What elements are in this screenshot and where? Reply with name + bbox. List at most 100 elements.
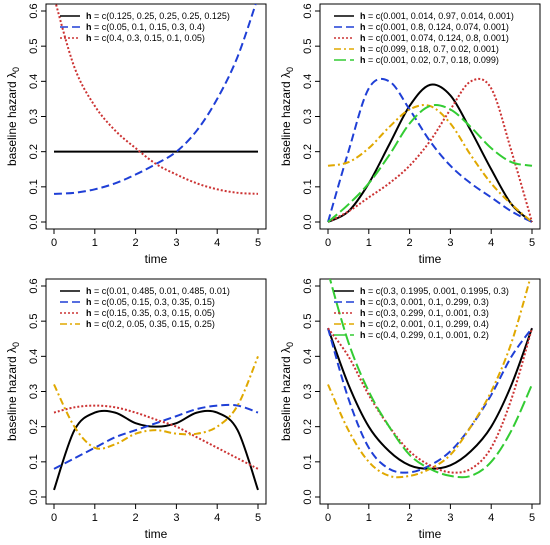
x-tick-label: 1 <box>92 512 98 524</box>
series-line-3 <box>327 327 533 474</box>
series-line-4 <box>327 104 533 223</box>
legend-entry: h = c(0.001, 0.014, 0.97, 0.014, 0.001) <box>360 11 514 21</box>
x-tick-label: 3 <box>173 512 179 524</box>
x-tick-label: 1 <box>366 512 372 524</box>
y-tick-label: 0.4 <box>28 349 40 364</box>
y-tick-label: 0.3 <box>28 109 40 124</box>
series-line-2 <box>53 4 257 195</box>
legend-entry: h = c(0.001, 0.8, 0.124, 0.074, 0.001) <box>360 22 509 32</box>
y-tick-label: 0.2 <box>28 144 40 159</box>
x-tick-label: 0 <box>51 237 57 249</box>
legend: h = c(0.3, 0.1995, 0.001, 0.1995, 0.3)h … <box>334 286 509 340</box>
x-tick-label: 3 <box>447 512 453 524</box>
y-tick-label: 0.1 <box>302 454 314 469</box>
y-axis-title: baseline hazard λ0 <box>5 342 21 441</box>
legend-entry: h = c(0.001, 0.074, 0.124, 0.8, 0.001) <box>360 33 509 43</box>
legend-entry: h = c(0.099, 0.18, 0.7, 0.02, 0.001) <box>360 44 499 54</box>
y-tick-label: 0.1 <box>28 454 40 469</box>
x-axis-title: time <box>419 252 442 266</box>
chart-panel-1: 0 1 2 3 4 5 0.0 0.1 0.2 0.3 0.4 0.5 0.6 time baseline … <box>5 3 267 266</box>
y-tick-label: 0.4 <box>302 349 314 364</box>
legend-entry: h = c(0.4, 0.3, 0.15, 0.1, 0.05) <box>86 33 205 43</box>
y-tick-label: 0.0 <box>302 489 314 504</box>
x-tick-label: 4 <box>488 512 494 524</box>
series-line-1 <box>53 409 259 491</box>
y-tick-label: 0.3 <box>302 384 314 399</box>
x-axis-title: time <box>419 527 442 541</box>
y-tick-label: 0.3 <box>28 384 40 399</box>
y-tick-label: 0.6 <box>302 3 314 18</box>
legend-entry: h = c(0.3, 0.299, 0.1, 0.001, 0.3) <box>360 308 489 318</box>
x-tick-label: 0 <box>325 512 331 524</box>
legend-entry: h = c(0.001, 0.02, 0.7, 0.18, 0.099) <box>360 55 499 65</box>
series-line-3 <box>54 4 259 195</box>
x-tick-label: 1 <box>92 237 98 249</box>
series-line-2 <box>327 327 533 474</box>
y-tick-label: 0.5 <box>302 314 314 329</box>
y-tick-label: 0.2 <box>28 419 40 434</box>
x-axis-title: time <box>145 527 168 541</box>
y-axis-title: baseline hazard λ0 <box>279 67 295 166</box>
x-tick-label: 3 <box>173 237 179 249</box>
x-tick-label: 5 <box>529 512 535 524</box>
x-tick-label: 4 <box>214 512 220 524</box>
x-tick-label: 2 <box>133 237 139 249</box>
legend: h = c(0.01, 0.485, 0.01, 0.485, 0.01)h =… <box>60 286 230 329</box>
chart-panel-4: 0 1 2 3 4 5 0.0 0.1 0.2 0.3 0.4 0.5 0.6 time baseline … <box>279 278 541 541</box>
x-tick-label: 0 <box>51 512 57 524</box>
y-tick-label: 0.5 <box>28 39 40 54</box>
x-tick-label: 5 <box>255 237 261 249</box>
y-tick-label: 0.5 <box>28 314 40 329</box>
series-line-3 <box>53 404 259 470</box>
y-tick-label: 0.2 <box>302 419 314 434</box>
y-tick-label: 0.4 <box>302 74 314 89</box>
y-axis-title: baseline hazard λ0 <box>279 342 295 441</box>
series-line-2 <box>327 77 533 223</box>
series-line-1 <box>327 83 533 223</box>
series-line-2 <box>53 403 259 470</box>
y-tick-label: 0.4 <box>28 74 40 89</box>
y-tick-label: 0.1 <box>302 179 314 194</box>
legend-entry: h = c(0.05, 0.1, 0.15, 0.3, 0.4) <box>86 22 205 32</box>
x-axis-title: time <box>145 252 168 266</box>
x-tick-label: 3 <box>447 237 453 249</box>
series-line-5 <box>327 104 533 223</box>
y-tick-label: 0.2 <box>302 144 314 159</box>
x-tick-label: 0 <box>325 237 331 249</box>
series-line-4 <box>53 355 259 450</box>
legend: h = c(0.125, 0.25, 0.25, 0.25, 0.125)h =… <box>60 11 230 43</box>
y-tick-label: 0.6 <box>28 278 40 293</box>
legend: h = c(0.001, 0.014, 0.97, 0.014, 0.001)h… <box>334 11 514 65</box>
legend-entry: h = c(0.4, 0.299, 0.1, 0.001, 0.2) <box>360 330 489 340</box>
y-tick-label: 0.6 <box>302 278 314 293</box>
legend-entry: h = c(0.3, 0.001, 0.1, 0.299, 0.3) <box>360 297 489 307</box>
y-tick-label: 0.3 <box>302 109 314 124</box>
legend-entry: h = c(0.3, 0.1995, 0.001, 0.1995, 0.3) <box>360 286 509 296</box>
legend-entry: h = c(0.125, 0.25, 0.25, 0.25, 0.125) <box>86 11 230 21</box>
x-tick-label: 1 <box>366 237 372 249</box>
chart-panel-3: 0 1 2 3 4 5 0.0 0.1 0.2 0.3 0.4 0.5 0.6 time baseline … <box>5 278 267 541</box>
x-tick-label: 2 <box>407 512 413 524</box>
legend-entry: h = c(0.2, 0.001, 0.1, 0.299, 0.4) <box>360 319 489 329</box>
chart-panel-2: 0 1 2 3 4 5 0.0 0.1 0.2 0.3 0.4 0.5 0.6 time baseline … <box>279 3 541 266</box>
y-axis-title: baseline hazard λ0 <box>5 67 21 166</box>
legend-entry: h = c(0.2, 0.05, 0.35, 0.15, 0.25) <box>86 319 215 329</box>
x-tick-label: 5 <box>255 512 261 524</box>
y-tick-label: 0.0 <box>302 214 314 229</box>
legend-entry: h = c(0.01, 0.485, 0.01, 0.485, 0.01) <box>86 286 230 296</box>
x-tick-label: 4 <box>214 237 220 249</box>
y-tick-label: 0.0 <box>28 489 40 504</box>
x-tick-label: 2 <box>133 512 139 524</box>
y-tick-label: 0.5 <box>302 39 314 54</box>
x-tick-label: 2 <box>407 237 413 249</box>
y-tick-label: 0.1 <box>28 179 40 194</box>
series-line-5 <box>328 279 533 479</box>
x-tick-label: 5 <box>529 237 535 249</box>
legend-entry: h = c(0.05, 0.15, 0.3, 0.35, 0.15) <box>86 297 215 307</box>
y-tick-label: 0.6 <box>28 3 40 18</box>
y-tick-label: 0.0 <box>28 214 40 229</box>
legend-entry: h = c(0.15, 0.35, 0.3, 0.15, 0.05) <box>86 308 215 318</box>
x-tick-label: 4 <box>488 237 494 249</box>
series-line-3 <box>327 77 533 223</box>
